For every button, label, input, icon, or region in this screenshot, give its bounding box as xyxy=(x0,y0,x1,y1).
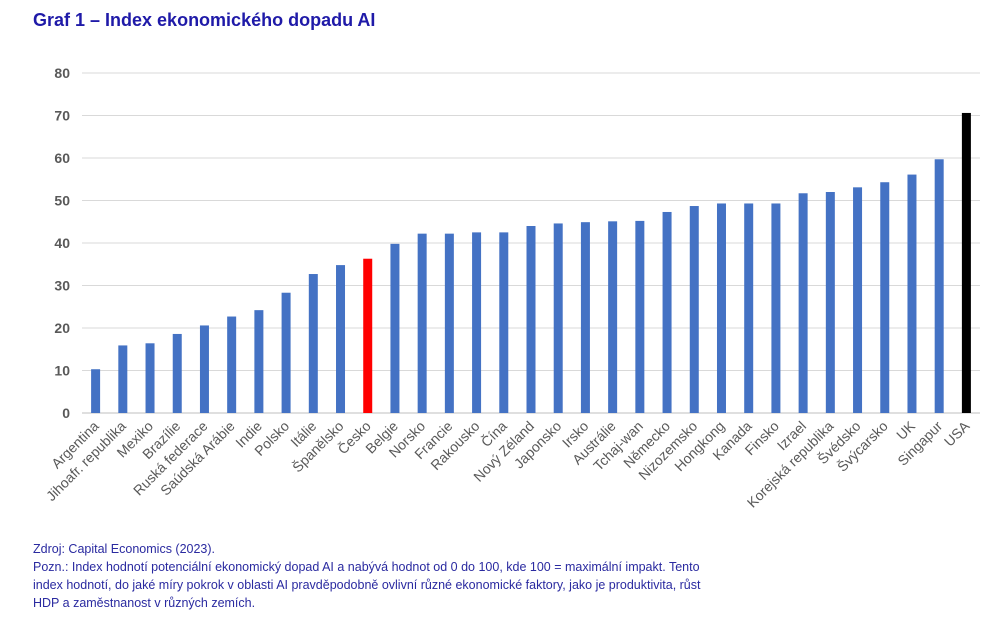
bar xyxy=(118,345,128,413)
bar xyxy=(254,310,264,413)
bar xyxy=(199,325,209,413)
bar xyxy=(390,243,400,413)
bar xyxy=(281,292,291,413)
bar xyxy=(526,226,536,413)
bar xyxy=(308,274,318,413)
y-axis: 0 10 20 30 40 50 60 70 80 xyxy=(54,65,70,421)
bar xyxy=(853,187,863,413)
y-tick-label: 0 xyxy=(62,405,70,421)
bar xyxy=(499,232,509,413)
bar xyxy=(716,203,726,413)
y-tick-label: 60 xyxy=(54,150,70,166)
chart-notes: Zdroj: Capital Economics (2023). Pozn.: … xyxy=(33,540,713,612)
bar xyxy=(172,333,182,413)
bar xyxy=(798,193,808,413)
bar xyxy=(689,206,699,413)
bars xyxy=(91,112,971,413)
bar xyxy=(825,192,835,413)
bar xyxy=(91,369,101,413)
y-tick-label: 30 xyxy=(54,278,70,294)
y-tick-label: 20 xyxy=(54,320,70,336)
bar xyxy=(934,159,944,413)
bar xyxy=(880,182,890,413)
y-tick-label: 80 xyxy=(54,65,70,81)
source-text: Zdroj: Capital Economics (2023). xyxy=(33,542,216,556)
bar xyxy=(961,112,971,413)
bar xyxy=(145,343,155,413)
bar xyxy=(553,223,563,413)
bar xyxy=(472,232,482,413)
bar xyxy=(907,174,917,413)
bar xyxy=(635,220,645,413)
bar xyxy=(444,233,454,413)
bar xyxy=(662,211,672,413)
x-tick-label: USA xyxy=(941,417,973,449)
y-tick-label: 70 xyxy=(54,108,70,124)
bar xyxy=(608,221,618,413)
note-text: Pozn.: Index hodnotí potenciální ekonomi… xyxy=(33,560,701,610)
bar xyxy=(336,265,346,413)
bar xyxy=(771,203,781,413)
chart-title: Graf 1 – Index ekonomického dopadu AI xyxy=(33,10,376,30)
y-tick-label: 40 xyxy=(54,235,70,251)
y-tick-label: 10 xyxy=(54,363,70,379)
bar xyxy=(744,203,754,413)
bar xyxy=(580,222,590,413)
bar xyxy=(417,233,427,413)
y-tick-label: 50 xyxy=(54,193,70,209)
bar xyxy=(363,258,373,413)
bar xyxy=(227,316,237,413)
